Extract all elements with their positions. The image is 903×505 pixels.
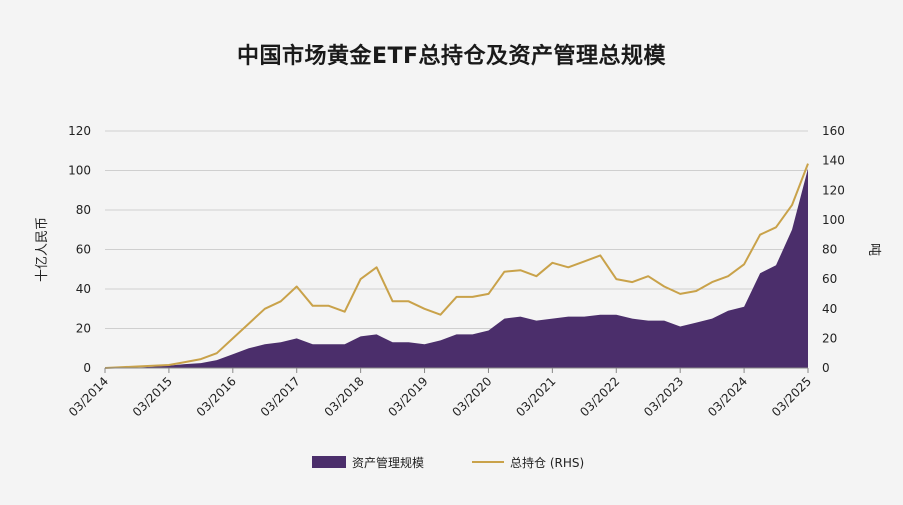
y-left-axis-label: 十亿人民币: [35, 217, 50, 282]
x-tick-label: 03/2023: [641, 374, 686, 419]
x-tick-label: 03/2015: [130, 374, 175, 419]
y-left-tick-label: 120: [68, 124, 91, 138]
y-right-tick-label: 140: [822, 154, 845, 168]
y-right-tick-label: 160: [822, 124, 845, 138]
y-left-tick-label: 20: [76, 322, 91, 336]
x-tick-label: 03/2017: [258, 374, 303, 419]
y-right-tick-label: 0: [822, 361, 830, 375]
y-left-tick-label: 0: [83, 361, 91, 375]
legend-swatch-aum: [312, 456, 346, 468]
y-left-tick-label: 100: [68, 164, 91, 178]
chart-title: 中国市场黄金ETF总持仓及资产管理总规模: [236, 44, 667, 69]
legend-label-aum: 资产管理规模: [352, 455, 424, 470]
x-tick-label: 03/2016: [194, 374, 239, 419]
y-right-tick-label: 120: [822, 183, 845, 197]
x-tick-label: 03/2020: [449, 374, 494, 419]
x-tick-label: 03/2022: [577, 374, 622, 419]
y-left-tick-label: 40: [76, 282, 91, 296]
y-right-tick-label: 20: [822, 331, 837, 345]
y-left-tick-label: 60: [76, 243, 91, 257]
x-tick-label: 03/2014: [66, 374, 111, 419]
x-tick-label: 03/2021: [513, 374, 558, 419]
y-right-tick-label: 100: [822, 213, 845, 227]
x-tick-label: 03/2018: [322, 374, 367, 419]
y-right-tick-label: 60: [822, 272, 837, 286]
y-right-tick-label: 40: [822, 302, 837, 316]
series-aum-area: [105, 168, 808, 368]
x-tick-label: 03/2025: [769, 374, 814, 419]
y-right-tick-label: 80: [822, 243, 837, 257]
y-right-axis-label: 吨: [866, 243, 881, 256]
x-tick-label: 03/2024: [705, 374, 750, 419]
x-tick-label: 03/2019: [386, 374, 431, 419]
y-left-tick-label: 80: [76, 203, 91, 217]
series-holdings-line: [104, 163, 809, 369]
legend-label-holdings: 总持仓 (RHS): [510, 455, 584, 470]
